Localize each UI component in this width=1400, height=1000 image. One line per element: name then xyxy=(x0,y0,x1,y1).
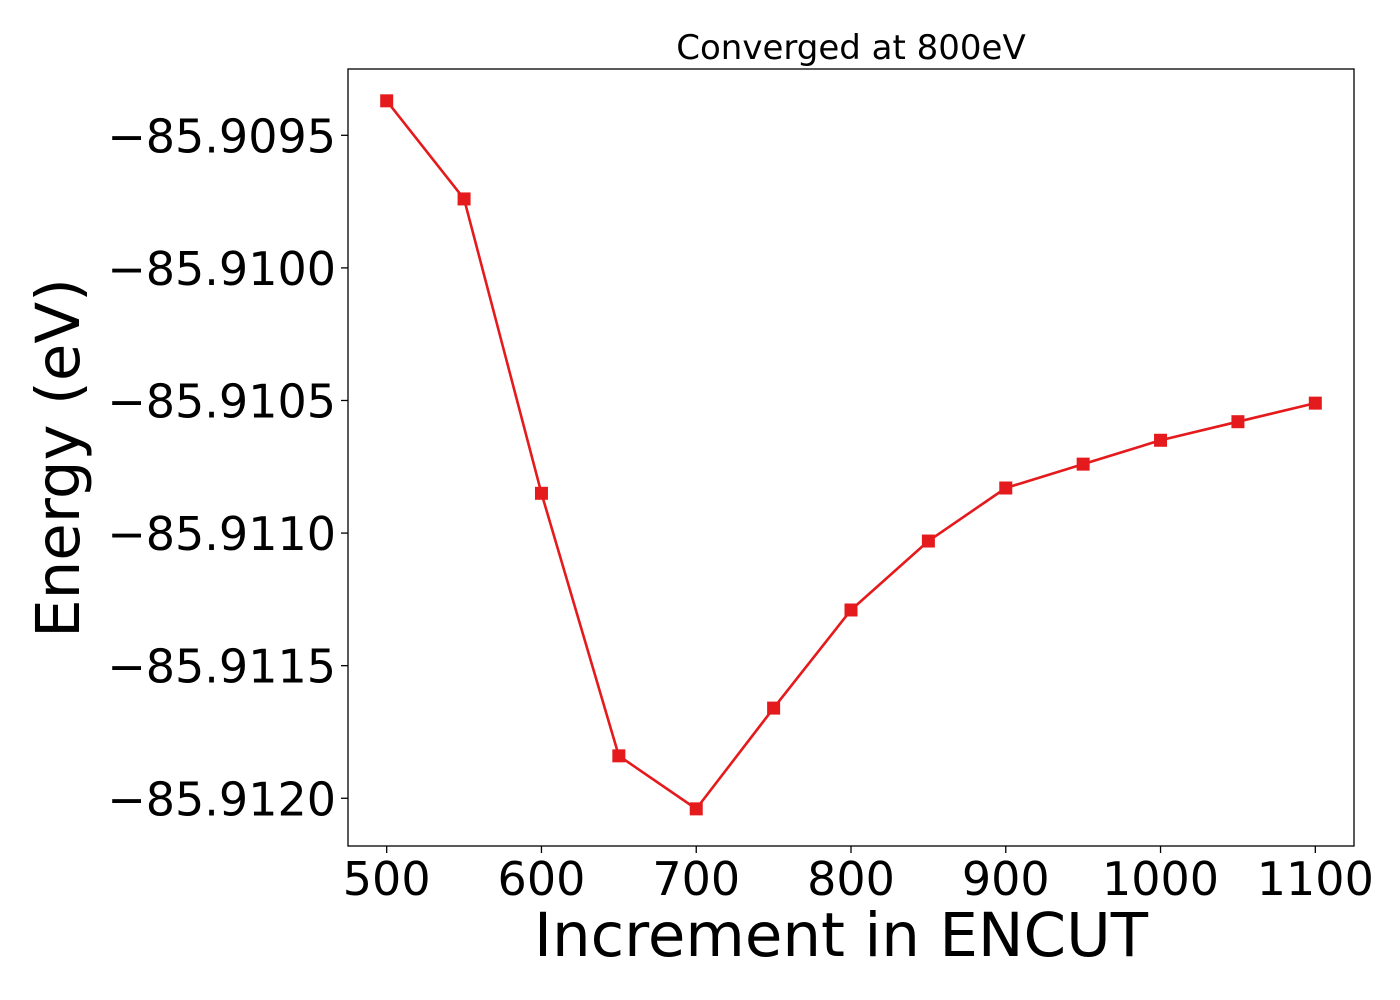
data-point-marker xyxy=(921,534,935,548)
y-axis-ticks: −85.9095 −85.9100 −85.9105 −85.9110 −85.9115… xyxy=(107,109,348,826)
y-tick-label: −85.9115 xyxy=(107,640,336,694)
x-axis-label: Increment in ENCUT xyxy=(534,900,1149,971)
y-tick-label: −85.9110 xyxy=(107,507,336,561)
data-point-marker xyxy=(1231,415,1245,429)
y-tick-label: −85.9095 xyxy=(107,109,336,163)
series-layer xyxy=(380,94,1322,816)
x-tick-label: 900 xyxy=(962,852,1050,906)
data-point-marker xyxy=(1076,457,1090,471)
x-tick-label: 1000 xyxy=(1102,852,1219,906)
data-point-marker xyxy=(534,486,548,500)
data-point-marker xyxy=(380,94,394,108)
y-tick-label: −85.9105 xyxy=(107,374,336,428)
data-point-marker xyxy=(689,802,703,816)
x-tick-label: 800 xyxy=(807,852,895,906)
y-tick-label: −85.9100 xyxy=(107,242,336,296)
x-tick-label: 600 xyxy=(498,852,586,906)
y-axis-label: Energy (eV) xyxy=(23,278,94,638)
data-point-marker xyxy=(999,481,1013,495)
x-tick-label: 500 xyxy=(343,852,431,906)
data-point-marker xyxy=(844,603,858,617)
data-point-marker xyxy=(1308,396,1322,410)
y-tick-label: −85.9120 xyxy=(107,772,336,826)
x-tick-label: 1100 xyxy=(1257,852,1374,906)
chart-title: Converged at 800eV xyxy=(676,28,1025,68)
data-point-marker xyxy=(457,192,471,206)
data-point-marker xyxy=(767,701,781,715)
data-point-marker xyxy=(612,749,626,763)
data-point-marker xyxy=(1154,433,1168,447)
x-tick-label: 700 xyxy=(652,852,740,906)
x-axis-ticks: 500 600 700 800 900 1000 1100 xyxy=(343,846,1374,906)
